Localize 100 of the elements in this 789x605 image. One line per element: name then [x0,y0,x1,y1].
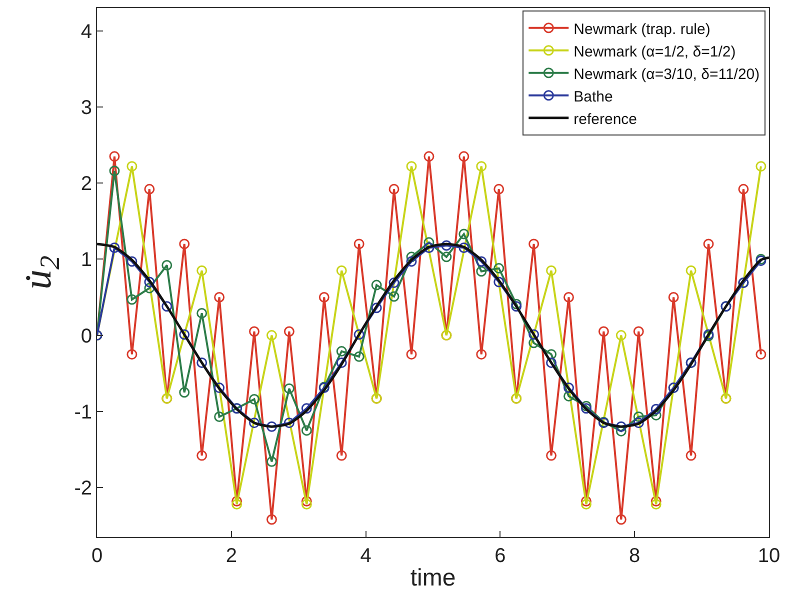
x-tick-label: 4 [360,545,372,567]
point [476,161,487,172]
point [232,499,242,510]
point [301,403,312,414]
point [580,400,592,412]
point [301,499,312,510]
point [109,166,120,176]
point [650,496,662,506]
y-tick-label: 4 [80,20,92,43]
point [354,238,364,250]
point [336,450,347,461]
point [301,425,312,436]
point [616,330,626,341]
point [580,403,592,414]
point [301,496,312,506]
point [756,161,766,172]
point [476,349,487,360]
point [546,450,557,461]
point [249,326,260,337]
y-tick-label: 1 [80,249,92,272]
point [179,238,190,250]
point [126,349,138,360]
legend-label: reference [574,110,638,128]
point [371,280,382,290]
point [756,349,766,360]
point [109,151,120,162]
point [354,329,364,340]
point [249,394,260,404]
point [214,292,225,302]
point [511,298,522,310]
point [633,418,644,428]
point [232,496,242,506]
point [406,349,417,360]
point [424,151,434,162]
y-tick-label: 2 [80,173,92,196]
point [214,382,225,394]
point [371,302,382,314]
point [580,499,592,510]
point [266,421,277,432]
point [686,265,696,276]
point [703,238,714,250]
point [441,252,452,262]
legend-label: Bathe [574,88,613,106]
point [179,387,190,398]
point [266,456,277,467]
point [458,151,470,162]
point [528,238,540,250]
point [144,276,155,288]
point [388,291,400,302]
x-tick-label: 2 [226,545,237,567]
legend-label: Newmark (α=3/10, δ=11/20) [574,66,760,83]
y-tick-label: 0 [80,325,92,348]
point [616,421,626,432]
point [196,357,208,368]
point [650,499,662,510]
point [458,228,470,240]
point [336,346,347,357]
point [266,330,277,341]
y-tick-label: -1 [74,401,92,424]
point [616,514,626,525]
point [284,383,294,394]
legend-label: Newmark (trap. rule) [574,20,710,38]
point [633,326,644,337]
point [126,256,138,267]
point [126,161,138,172]
point [738,184,749,194]
y-tick-label: 3 [80,96,92,119]
point [424,242,434,254]
point [162,301,172,312]
point [406,256,417,267]
point [563,382,574,394]
point [196,450,208,461]
point [109,242,120,254]
x-tick-label: 8 [629,545,640,567]
point [650,404,662,414]
point [144,184,155,194]
point [528,329,540,340]
point [580,496,592,506]
point [686,450,696,461]
point [249,418,260,428]
point [563,292,574,302]
point [546,265,557,276]
point [668,292,679,302]
point [388,278,400,288]
point [633,411,644,422]
x-axis-title: time [410,564,456,592]
point [598,326,609,337]
point [441,240,452,251]
point [162,260,172,271]
point [336,357,347,368]
point [196,308,208,318]
point [196,265,208,276]
point [563,390,574,402]
point [126,294,138,305]
point [284,418,294,428]
point [354,351,364,362]
point [179,329,190,340]
y-tick-label: -2 [74,478,92,500]
point [214,411,225,422]
x-tick-label: 10 [758,545,780,567]
